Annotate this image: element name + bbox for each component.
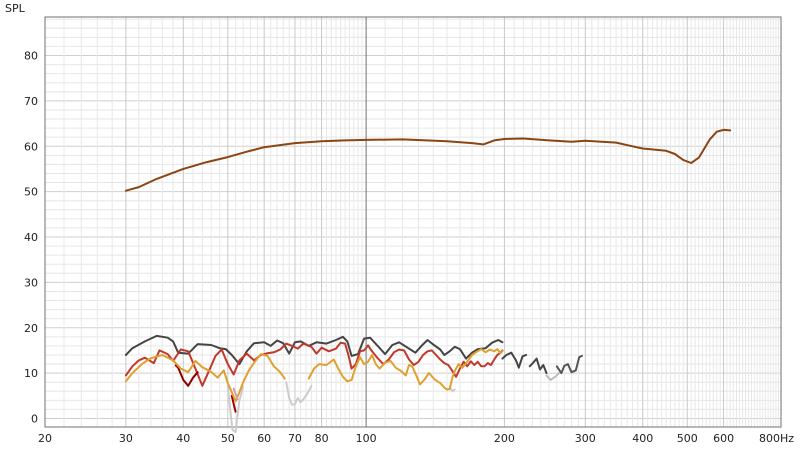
y-tick-label: 20 [24,322,38,335]
y-tick-label: 70 [24,95,38,108]
series-line [545,372,560,381]
grid [44,17,782,427]
y-tick-label: 60 [24,140,38,153]
series-line [307,348,504,391]
series-line [232,387,239,401]
y-tick-label: 40 [24,231,38,244]
series-line [528,357,548,375]
x-tick-label: 60 [257,432,271,445]
x-tick-label: 80 [315,432,329,445]
series-line [124,341,504,387]
series-line [174,364,199,387]
x-tick-label: 30 [119,432,133,445]
x-tick-label: 400 [632,432,653,445]
x-tick-label: 50 [221,432,235,445]
plot-frame [44,16,782,428]
x-tick-label: 200 [494,432,515,445]
series-line [285,381,313,406]
y-tick-label: 80 [24,50,38,63]
series-line [124,334,504,366]
series-line [124,353,286,403]
series-lines [124,128,732,434]
x-tick-label: 70 [288,432,302,445]
y-tick-label: 0 [31,413,38,426]
series-line [226,384,245,434]
series-line [124,128,732,192]
y-tick-label: 50 [24,186,38,199]
x-tick-label: 500 [677,432,698,445]
x-tick-labels: 20 30 40 50 60 70 80 100 200 300 400 500 600 800Hz [38,432,794,445]
series-line [555,354,583,375]
y-axis-label: SPL [5,2,26,15]
y-tick-labels: 0 10 20 30 40 50 60 70 80 [24,50,38,426]
series-line [230,394,237,413]
x-tick-label: 20 [38,432,52,445]
x-tick-label: 600 [713,432,734,445]
x-tick-label: 100 [356,432,377,445]
y-tick-label: 10 [24,367,38,380]
series-line [501,351,528,369]
x-tick-label: 800Hz [759,432,794,445]
y-tick-label: 30 [24,276,38,289]
x-tick-label: 40 [176,432,190,445]
x-tick-label: 300 [575,432,596,445]
